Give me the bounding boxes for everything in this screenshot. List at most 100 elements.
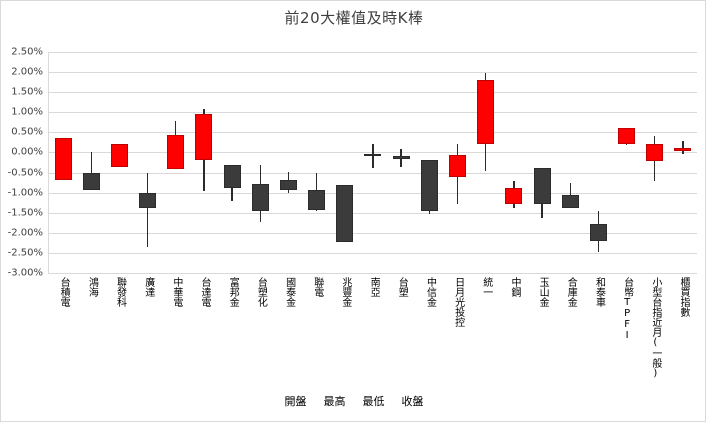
candlestick[interactable] xyxy=(669,52,697,273)
candle-body xyxy=(139,192,157,208)
candlestick[interactable] xyxy=(218,52,246,273)
candle-body xyxy=(279,179,297,190)
x-axis-tick-label: 櫃買指數 xyxy=(678,277,689,317)
legend-item: 最低 xyxy=(362,395,385,408)
candlestick[interactable] xyxy=(77,52,105,273)
candle-body xyxy=(167,135,185,170)
candlestick[interactable] xyxy=(584,52,612,273)
candlestick[interactable] xyxy=(359,52,387,273)
y-axis-tick-label: 2.50% xyxy=(11,46,43,58)
legend-item: 最高 xyxy=(323,395,346,408)
x-axis-tick-label: 廣達 xyxy=(142,277,154,297)
candle-body xyxy=(589,223,607,241)
y-axis-tick-label: -2.50% xyxy=(7,247,43,259)
candle-body xyxy=(251,183,269,211)
candle-body xyxy=(449,155,466,178)
candlestick[interactable] xyxy=(162,52,190,273)
chart-title: 前20大權值及時K棒 xyxy=(284,9,424,27)
candlestick[interactable] xyxy=(387,52,415,273)
candlestick[interactable] xyxy=(274,52,302,273)
candlestick[interactable] xyxy=(246,52,274,273)
x-axis-tick-label: 日月光投控 xyxy=(452,277,464,327)
candlestick[interactable] xyxy=(303,52,331,273)
candle-body xyxy=(110,144,128,167)
y-axis-tick-label: 1.00% xyxy=(11,106,43,118)
candle-body xyxy=(505,187,523,204)
x-axis-tick-label: 台塑 xyxy=(396,277,408,297)
x-axis-labels: 台積電 鴻海 聯發科 廣達 中華電 台達電 富邦金 台塑化 國泰金 聯電 兆豐金 南亞 台塑 中信金 日月光… xyxy=(49,277,697,387)
candle-body xyxy=(308,189,326,210)
x-axis-tick-label: 鴻海 xyxy=(86,277,98,297)
y-axis-tick-label: -3.00% xyxy=(7,267,43,279)
x-axis-tick-label: 兆豐金 xyxy=(339,277,351,307)
candle-body xyxy=(618,127,636,144)
legend-item: 收盤 xyxy=(401,395,424,408)
y-axis-labels: 2.50% 2.00% 1.50% 1.00% 0.50% 0.00% -0.50% -1.0… xyxy=(1,47,45,279)
legend-item: 開盤 xyxy=(284,395,307,408)
candlestick[interactable] xyxy=(556,52,584,273)
x-axis-tick-label: 台幣TPFI xyxy=(621,277,633,341)
y-axis-tick-label: 2.00% xyxy=(11,66,43,78)
candle-wick xyxy=(146,172,149,247)
x-axis-tick-label: 台積電 xyxy=(58,277,70,307)
candlestick[interactable] xyxy=(443,52,471,273)
x-axis-tick-label: 中信金 xyxy=(424,277,436,307)
candle-wick xyxy=(90,152,92,190)
chart-legend: 開盤 最高 最低 收盤 xyxy=(1,393,706,409)
gridline xyxy=(49,72,697,74)
candlestick[interactable] xyxy=(134,52,162,273)
candlestick[interactable] xyxy=(415,52,443,273)
x-axis-tick-label: 玉山金 xyxy=(537,277,549,307)
plot-area xyxy=(49,52,697,274)
candlestick[interactable] xyxy=(500,52,528,273)
candle-body xyxy=(223,165,241,188)
candle-body xyxy=(195,114,213,160)
candlestick[interactable] xyxy=(528,52,556,273)
gridline xyxy=(49,132,697,134)
candle-body xyxy=(82,172,100,190)
candlestick[interactable] xyxy=(190,52,218,273)
x-axis-tick-label: 台達電 xyxy=(199,277,211,307)
y-axis-line xyxy=(48,52,49,274)
y-axis-tick-label: -0.50% xyxy=(7,167,43,179)
gridline xyxy=(49,172,697,174)
candlestick[interactable] xyxy=(472,52,500,273)
y-axis-tick-label: 0.50% xyxy=(11,126,43,138)
candle-body xyxy=(477,80,495,144)
candle-body xyxy=(533,167,551,204)
x-axis-tick-label: 聯發科 xyxy=(114,277,126,307)
x-axis-tick-label: 和泰車 xyxy=(593,277,605,307)
gridline xyxy=(49,232,697,234)
candle-body xyxy=(392,156,410,160)
x-axis-tick-label: 合庫金 xyxy=(565,277,577,307)
y-axis-tick-label: 0.00% xyxy=(11,146,43,158)
candlestick[interactable] xyxy=(105,52,133,273)
x-axis-tick-label: 統一 xyxy=(480,277,492,297)
gridline xyxy=(49,252,697,254)
x-axis-tick-label: 台塑化 xyxy=(255,277,267,307)
candle-body xyxy=(54,138,72,180)
gridline xyxy=(49,212,697,214)
x-axis-tick-label: 國泰金 xyxy=(283,277,295,307)
candle-body xyxy=(646,143,664,162)
x-axis-tick-label: 富邦金 xyxy=(227,277,239,307)
candle-wick xyxy=(682,141,684,154)
candle-body xyxy=(561,194,579,208)
candle-body xyxy=(674,148,692,152)
y-axis-tick-label: 1.50% xyxy=(11,86,43,98)
x-axis-tick-label: 聯電 xyxy=(311,277,323,297)
gridline xyxy=(49,52,697,53)
candlestick[interactable] xyxy=(612,52,640,273)
candlestick[interactable] xyxy=(49,52,77,273)
gridline xyxy=(49,112,697,114)
x-axis-tick-label: 中鋼 xyxy=(508,277,520,297)
y-axis-tick-label: -1.50% xyxy=(7,207,43,219)
x-axis-tick-label: 小型台指近月(一般) xyxy=(649,277,661,379)
gridline xyxy=(49,273,697,274)
gridline xyxy=(49,92,697,94)
candlestick[interactable] xyxy=(641,52,669,273)
candlestick[interactable] xyxy=(331,52,359,273)
candle-body xyxy=(336,185,354,242)
x-axis-tick-label: 中華電 xyxy=(170,277,182,307)
